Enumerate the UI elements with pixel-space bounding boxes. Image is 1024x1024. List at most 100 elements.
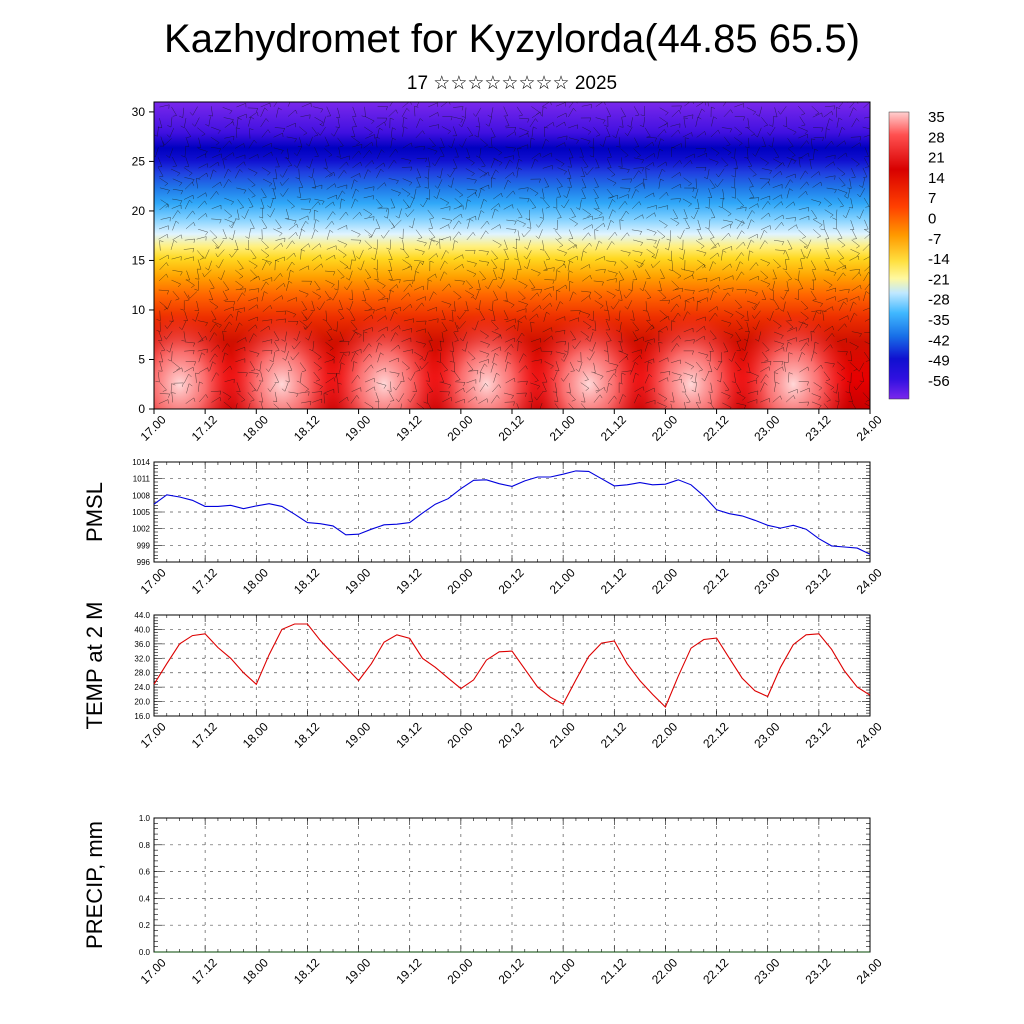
wind-barb [326,106,332,117]
x-tick-label: 22.12 [700,565,731,596]
wind-barb [787,311,792,322]
wind-barb [286,261,295,271]
wind-barb [313,209,319,221]
wind-barb [401,157,412,165]
wind-barb [211,396,222,403]
wind-barb [555,361,560,372]
wind-barb [646,310,651,321]
wind-barb [313,106,324,113]
wind-barb [773,381,780,392]
wind-barb [593,381,600,392]
wind-barb [237,292,246,302]
wind-barb [374,270,379,281]
wind-barb [752,320,760,331]
x-tick-label: 20.00 [444,565,475,596]
wind-barb [275,157,280,168]
wind-barb [352,150,361,159]
wind-barb [184,238,195,243]
wind-barb [209,332,218,342]
wind-barb [735,331,742,342]
wind-barb [671,372,682,379]
wind-barb [209,301,219,310]
wind-barb [310,300,315,311]
wind-barb [556,112,567,118]
wind-barb [416,168,422,179]
wind-barb [197,250,204,260]
wind-barb [427,279,432,290]
wind-barb [824,325,834,332]
wind-barb [690,209,699,220]
wind-barb [158,167,164,178]
wind-barb [812,181,823,188]
wind-barb [407,371,416,381]
wind-barb [346,259,353,270]
wind-barb [363,169,372,179]
wind-barb [826,187,837,194]
wind-barb [224,121,235,128]
wind-barb [490,362,498,373]
wind-barb [408,218,415,229]
wind-barb [734,361,742,372]
wind-barb [503,106,509,117]
wind-barb [684,393,691,403]
wind-barb [312,184,323,190]
wind-barb [645,269,651,280]
wind-barb [836,372,846,381]
wind-barb [159,254,170,261]
wind-barb [377,352,384,363]
wind-barb [810,171,821,178]
wind-barb [541,102,552,107]
wind-barb [580,117,592,122]
wind-barb [504,250,509,260]
wind-barb [235,269,244,279]
wind-barb [388,391,395,402]
wind-barb [236,161,246,169]
wind-barb [365,386,376,393]
wind-barb [772,269,777,280]
wind-barb [202,249,210,259]
wind-barb [531,372,539,383]
wind-barb [851,118,860,128]
wind-barb [606,278,617,283]
wind-barb [378,326,389,332]
wind-barb [692,178,697,189]
wind-barb [772,184,783,189]
wind-barb [234,169,243,179]
wind-barb [350,331,359,341]
wind-barb [184,181,195,190]
wind-barb [453,331,459,342]
wind-barb [555,259,566,266]
wind-barb [247,324,258,332]
wind-barb [247,178,256,188]
chart-subtitle: 17 ☆☆☆☆☆☆☆☆ 2025 [406,73,618,94]
wind-barb [761,136,767,147]
wind-barb [260,402,264,409]
wind-barb [658,168,666,179]
wind-barb [350,311,356,322]
wind-barb [736,271,745,281]
wind-barb [642,178,648,189]
wind-barb [414,106,419,117]
wind-barb [428,102,439,108]
wind-barb [646,238,657,245]
wind-barb [339,161,349,170]
y-tick-label: 1002 [132,525,150,534]
wind-barb [326,229,334,240]
wind-barb [441,310,446,320]
wind-barb [300,243,311,251]
wind-barb [528,392,533,403]
wind-barb [467,126,474,137]
warm-peak [530,312,647,409]
wind-barb [293,331,301,341]
wind-barb [697,277,708,283]
wind-barb [466,269,477,278]
wind-barb [695,401,700,409]
wind-barb [260,198,265,209]
wind-barb [594,290,603,300]
wind-barb [453,290,462,300]
wind-barb [747,219,755,230]
wind-barb [336,147,341,158]
wind-barb [416,118,424,128]
wind-barb [389,117,394,129]
